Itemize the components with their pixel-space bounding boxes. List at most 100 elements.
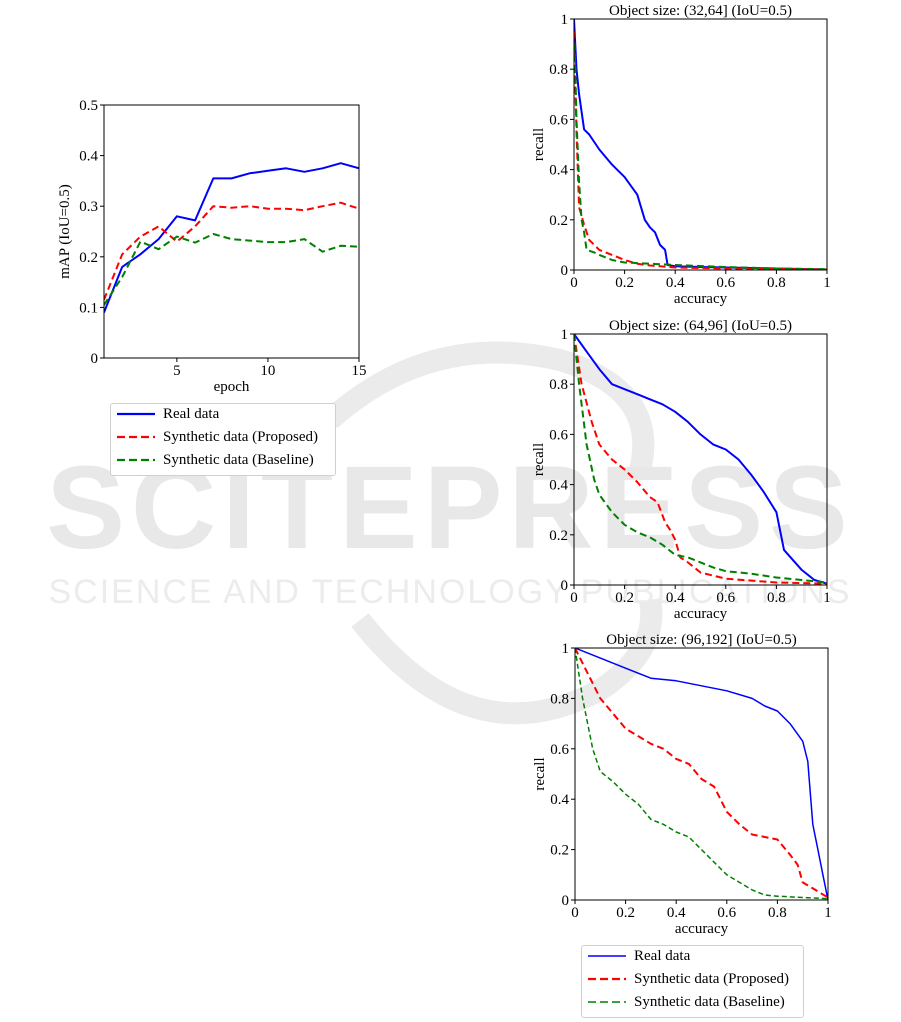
watermark-subtitle: SCIENCE AND TECHNOLOGY PUBLICATIONS <box>48 573 851 611</box>
x-tick-label: 0.8 <box>768 905 787 921</box>
x-tick-label: 0 <box>570 590 578 606</box>
x-axis-label: accuracy <box>675 921 729 937</box>
y-tick-label: 0.3 <box>79 199 98 215</box>
series-line-real-data <box>574 19 827 270</box>
legend-swatch <box>588 977 626 981</box>
x-axis-label: epoch <box>214 379 250 395</box>
legend-item: Synthetic data (Baseline) <box>582 992 803 1015</box>
legend-label: Synthetic data (Baseline) <box>634 994 785 1010</box>
series-line-synthetic-data-baseline <box>104 233 359 306</box>
x-tick-label: 0.2 <box>616 905 635 921</box>
legend-item: Real data <box>111 404 335 427</box>
legend-label: Real data <box>163 406 220 422</box>
x-tick-label: 0.4 <box>667 905 686 921</box>
y-tick-label: 0.6 <box>549 112 568 128</box>
series-line-synthetic-data-baseline <box>574 44 827 270</box>
y-tick-label: 0 <box>562 893 570 909</box>
y-axis-label: recall <box>531 128 547 161</box>
legend-swatch <box>117 458 155 462</box>
chart-title: Object size: (96,192] (IoU=0.5) <box>606 632 797 648</box>
legend-label: Synthetic data (Proposed) <box>163 429 318 445</box>
series-line-synthetic-data-proposed <box>574 31 827 270</box>
x-tick-label: 15 <box>352 363 367 379</box>
series-line-synthetic-data-proposed <box>574 334 827 585</box>
series-line-synthetic-data-baseline <box>574 334 827 584</box>
y-axis-label: recall <box>532 757 548 790</box>
y-tick-label: 0.2 <box>549 528 568 544</box>
legend-label: Synthetic data (Proposed) <box>634 971 789 987</box>
y-tick-label: 1 <box>562 641 570 657</box>
x-axis-label: accuracy <box>674 291 728 307</box>
x-tick-label: 0.6 <box>716 590 735 606</box>
y-tick-label: 1 <box>561 327 569 343</box>
y-axis-label: mAP (IoU=0.5) <box>57 184 73 279</box>
watermark-logo-swirl <box>322 341 663 725</box>
x-tick-label: 0 <box>571 905 579 921</box>
plot-frame <box>573 333 828 586</box>
y-tick-label: 0.2 <box>549 213 568 229</box>
legend-item: Synthetic data (Baseline) <box>111 450 335 473</box>
y-tick-label: 0 <box>561 578 569 594</box>
y-tick-label: 0.6 <box>550 742 569 758</box>
series-line-synthetic-data-proposed <box>104 201 359 301</box>
x-tick-label: 0.4 <box>666 590 685 606</box>
x-tick-label: 1 <box>823 275 831 291</box>
chart-3: 0 0.2 0.4 0.6 0.8 1 0 0.2 0.4 0.6 0.8 1 accuracy reca… <box>531 318 831 622</box>
plot-frame <box>574 647 829 901</box>
plot-frame <box>103 104 360 359</box>
series-group <box>574 334 827 585</box>
y-tick-label: 0.5 <box>79 98 98 114</box>
x-tick-label: 0.6 <box>717 905 736 921</box>
legend-swatch <box>117 412 155 416</box>
chart-title: Object size: (32,64] (IoU=0.5) <box>609 3 792 19</box>
x-axis-label: accuracy <box>674 606 728 622</box>
x-tick-label: 0.6 <box>716 275 735 291</box>
y-tick-label: 0.8 <box>549 377 568 393</box>
y-tick-label: 1 <box>561 12 569 28</box>
legend-left: Real data Synthetic data (Proposed) Synt… <box>110 403 336 476</box>
x-tick-label: 0.2 <box>615 275 634 291</box>
legend-label: Synthetic data (Baseline) <box>163 452 314 468</box>
chart-1: 5 10 15 0 0.1 0.2 0.3 0.4 0.5 epoch mAP (IoU=0.5) <box>57 98 367 395</box>
x-tick-label: 0 <box>570 275 578 291</box>
legend-item: Synthetic data (Proposed) <box>111 427 335 450</box>
series-group <box>575 648 828 900</box>
series-line-real-data <box>104 162 359 313</box>
series-line-synthetic-data-baseline <box>575 648 828 900</box>
legend-item: Synthetic data (Proposed) <box>582 969 803 992</box>
y-tick-label: 0.1 <box>79 300 98 316</box>
x-tick-label: 10 <box>260 363 275 379</box>
x-tick-label: 0.2 <box>615 590 634 606</box>
chart-title: Object size: (64,96] (IoU=0.5) <box>609 318 792 334</box>
legend-right: Real data Synthetic data (Proposed) Synt… <box>581 945 804 1018</box>
legend-item: Real data <box>582 946 803 969</box>
y-tick-label: 0.4 <box>550 792 569 808</box>
x-tick-label: 0.4 <box>666 275 685 291</box>
legend-swatch <box>588 1001 626 1003</box>
y-tick-label: 0 <box>91 351 99 367</box>
legend-label: Real data <box>634 948 691 964</box>
x-tick-label: 0.8 <box>767 275 786 291</box>
x-tick-label: 1 <box>823 590 831 606</box>
series-line-real-data <box>575 648 828 900</box>
legend-swatch <box>117 435 155 439</box>
chart-4: 0 0.2 0.4 0.6 0.8 1 0 0.2 0.4 0.6 0.8 1 accuracy reca… <box>532 632 832 937</box>
x-tick-label: 0.8 <box>767 590 786 606</box>
series-group <box>104 162 359 313</box>
y-tick-label: 0.8 <box>550 691 569 707</box>
y-tick-label: 0.2 <box>79 250 98 266</box>
series-line-real-data <box>574 334 827 585</box>
legend-swatch <box>588 955 626 957</box>
plot-frame <box>573 18 828 271</box>
y-tick-label: 0.8 <box>549 62 568 78</box>
y-tick-label: 0.4 <box>549 163 568 179</box>
x-tick-label: 1 <box>824 905 832 921</box>
y-tick-label: 0.4 <box>549 478 568 494</box>
y-tick-label: 0.6 <box>549 427 568 443</box>
series-group <box>574 19 827 270</box>
y-tick-label: 0.4 <box>79 149 98 165</box>
x-tick-label: 5 <box>173 363 181 379</box>
chart-2: 0 0.2 0.4 0.6 0.8 1 0 0.2 0.4 0.6 0.8 1 accuracy reca… <box>531 3 831 307</box>
y-axis-label: recall <box>531 443 547 476</box>
